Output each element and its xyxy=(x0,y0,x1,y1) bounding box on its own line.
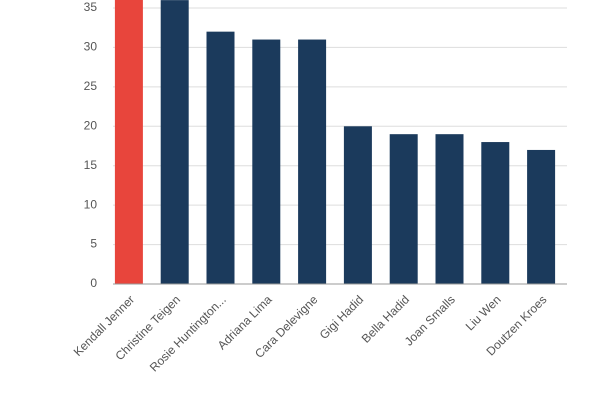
y-tick-label: 35 xyxy=(84,0,98,14)
y-tick-label: 15 xyxy=(84,158,98,172)
bar xyxy=(527,149,556,284)
bar xyxy=(114,0,143,284)
y-tick-label: 10 xyxy=(84,197,98,211)
bar xyxy=(435,134,464,284)
bar xyxy=(252,39,281,284)
y-tick-label: 5 xyxy=(90,237,97,251)
x-tick-label: Rosie Huntington... xyxy=(147,292,229,374)
bar xyxy=(206,31,235,285)
bar xyxy=(160,0,189,284)
bar xyxy=(389,134,418,284)
bar xyxy=(343,126,372,285)
y-tick-label: 0 xyxy=(90,276,97,290)
bar xyxy=(298,39,327,284)
y-tick-label: 20 xyxy=(84,118,98,132)
y-tick-label: 25 xyxy=(84,79,98,93)
x-tick-label: Liu Wen xyxy=(463,292,504,333)
bar xyxy=(481,142,510,284)
y-tick-label: 30 xyxy=(84,40,98,54)
